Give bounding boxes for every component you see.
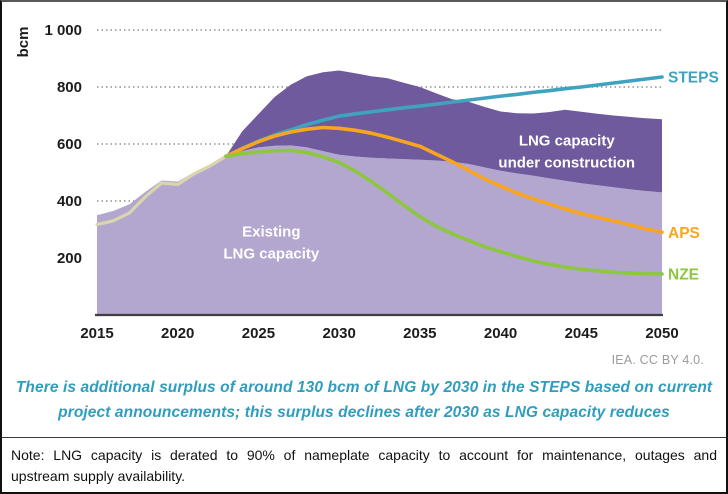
y-tick-label: 600 [57, 136, 82, 153]
y-axis-unit-label: bcm [15, 27, 32, 58]
y-tick-label: 400 [57, 193, 82, 210]
nze-line [224, 148, 664, 276]
under-construction-label: under construction [498, 155, 635, 172]
existing-capacity-label: Existing [242, 223, 300, 240]
aps-label: APS [668, 225, 700, 242]
history-line [95, 154, 228, 226]
y-tick-label: 800 [57, 79, 82, 96]
figure-note: Note: LNG capacity is derated to 90% of … [2, 436, 726, 487]
x-tick-label: 2050 [645, 325, 678, 342]
x-tick-label: 2025 [242, 325, 275, 342]
steps-line [224, 75, 664, 159]
nze-label: NZE [668, 266, 699, 283]
x-tick-label: 2020 [161, 325, 194, 342]
under-construction-label: LNG capacity [519, 133, 616, 150]
y-tick-label: 200 [57, 250, 82, 267]
aps-line [224, 125, 664, 235]
figure-caption: There is additional surplus of around 13… [2, 376, 726, 426]
caption-line-2: project announcements; this surplus decl… [58, 403, 670, 421]
under-construction-area [226, 70, 662, 193]
lng-capacity-chart: 200 400 600 800 1 000 bcm 2015 2020 2025 2030 2035… [15, 22, 719, 342]
existing-capacity-label: LNG capacity [223, 245, 320, 262]
steps-label: STEPS [668, 70, 719, 87]
x-tick-label: 2030 [322, 325, 355, 342]
existing-capacity-area [97, 145, 662, 315]
x-tick-label: 2035 [403, 325, 436, 342]
x-tick-label: 2015 [80, 325, 113, 342]
iea-credit: IEA. CC BY 4.0. [611, 353, 704, 367]
x-tick-label: 2040 [484, 325, 517, 342]
note-line-1: Note: LNG capacity is derated to 90% of … [11, 446, 717, 463]
caption-line-1: There is additional surplus of around 13… [15, 379, 713, 396]
note-line-2: upstream supply availability. [11, 467, 186, 484]
y-tick-label: 1 000 [44, 22, 82, 39]
x-tick-label: 2045 [565, 325, 598, 342]
